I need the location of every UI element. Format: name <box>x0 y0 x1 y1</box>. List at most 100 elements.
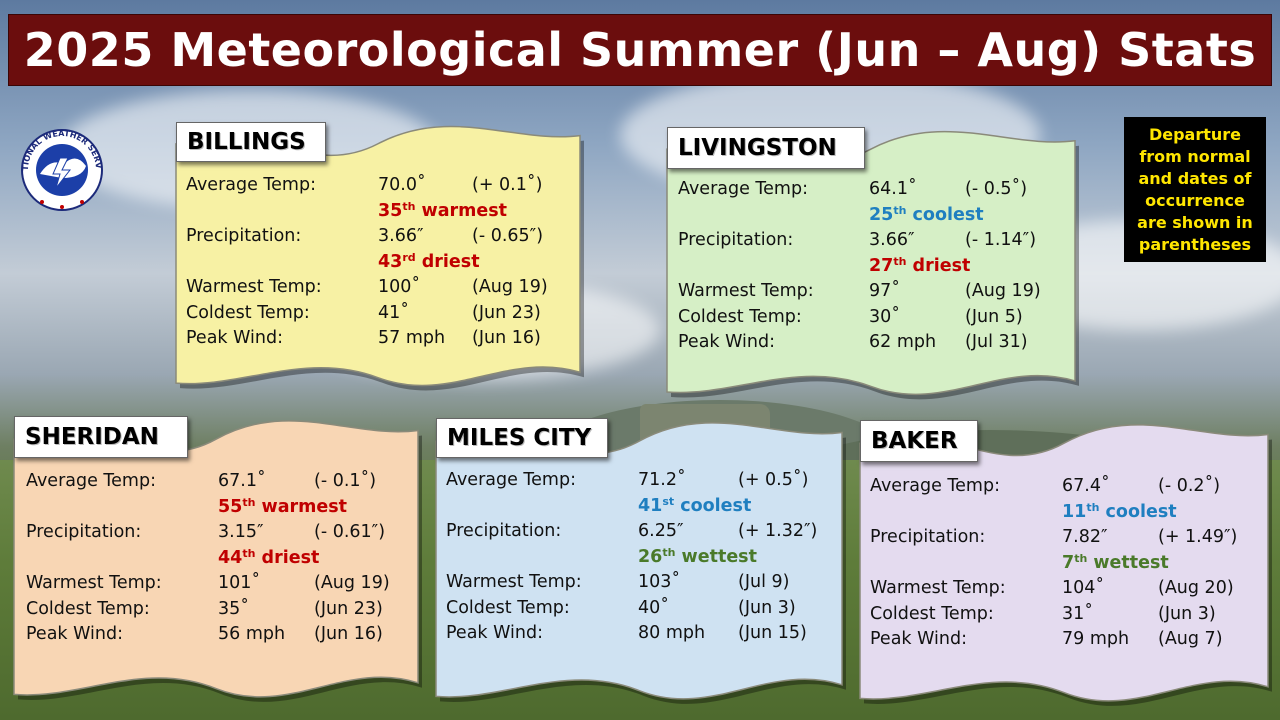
wind-row: Peak Wind: 57 mph (Jun 16) <box>176 328 580 354</box>
card-background <box>859 424 1272 706</box>
wind-label: Peak Wind: <box>446 623 543 643</box>
precip-departure: (+ 1.49″) <box>1158 527 1238 547</box>
card-background <box>175 125 584 391</box>
coldest-row: Coldest Temp: 41˚ (Jun 23) <box>176 303 580 329</box>
station-stats: Average Temp: 64.1˚ (- 0.5˚) 25th coolest Pr… <box>667 179 1075 358</box>
avg-temp-value: 67.1˚ <box>218 471 266 491</box>
avg-temp-row: Average Temp: 64.1˚ (- 0.5˚) <box>667 179 1075 205</box>
precip-value: 3.66″ <box>869 230 915 250</box>
avg-temp-rank: 55th warmest <box>218 495 348 517</box>
coldest-row: Coldest Temp: 40˚ (Jun 3) <box>436 598 842 624</box>
card-background <box>13 420 422 702</box>
avg-temp-departure: (- 0.2˚) <box>1158 476 1221 496</box>
warmest-row: Warmest Temp: 100˚ (Aug 19) <box>176 277 580 303</box>
precip-rank-row: 7th wettest <box>860 553 1268 579</box>
station-card-miles-city: Average Temp: 71.2˚ (+ 0.5˚) 41st coolest Pr… <box>435 418 846 708</box>
warmest-value: 104˚ <box>1062 578 1105 598</box>
precip-label: Precipitation: <box>186 226 302 246</box>
coldest-row: Coldest Temp: 31˚ (Jun 3) <box>860 604 1268 630</box>
precip-rank-row: 27th driest <box>667 256 1075 282</box>
warmest-label: Warmest Temp: <box>870 578 1006 598</box>
avg-temp-value: 71.2˚ <box>638 470 686 490</box>
avg-temp-value: 64.1˚ <box>869 179 917 199</box>
station-name: LIVINGSTON <box>678 135 837 161</box>
wind-row: Peak Wind: 56 mph (Jun 16) <box>14 624 418 650</box>
avg-temp-row: Average Temp: 70.0˚ (+ 0.1˚) <box>176 175 580 201</box>
avg-temp-departure: (- 0.1˚) <box>314 471 377 491</box>
precip-rank: 26th wettest <box>638 545 757 567</box>
precip-departure: (+ 1.32″) <box>738 521 818 541</box>
precip-value: 6.25″ <box>638 521 684 541</box>
station-name-tag: LIVINGSTON <box>667 127 865 169</box>
wind-date: (Jun 15) <box>738 623 807 643</box>
avg-temp-label: Average Temp: <box>870 476 1000 496</box>
avg-temp-label: Average Temp: <box>186 175 316 195</box>
avg-temp-departure: (- 0.5˚) <box>965 179 1028 199</box>
station-card-livingston: Average Temp: 64.1˚ (- 0.5˚) 25th coolest Pr… <box>666 127 1079 403</box>
precip-value: 3.15″ <box>218 522 264 542</box>
coldest-value: 41˚ <box>378 302 410 323</box>
coldest-date: (Jun 5) <box>965 306 1023 327</box>
avg-temp-rank: 41st coolest <box>638 494 752 516</box>
avg-temp-row: Average Temp: 67.1˚ (- 0.1˚) <box>14 471 418 497</box>
avg-temp-rank: 25th coolest <box>869 203 984 225</box>
warmest-row: Warmest Temp: 104˚ (Aug 20) <box>860 578 1268 604</box>
station-card-sheridan: Average Temp: 67.1˚ (- 0.1˚) 55th warmest Pr… <box>13 416 422 706</box>
precip-label: Precipitation: <box>446 521 562 541</box>
warmest-label: Warmest Temp: <box>678 281 814 301</box>
coldest-date: (Jun 23) <box>472 302 541 323</box>
wind-value: 79 mph <box>1062 629 1130 649</box>
avg-temp-departure: (+ 0.1˚) <box>472 175 543 195</box>
avg-temp-rank-row: 25th coolest <box>667 205 1075 231</box>
title-banner: 2025 Meteorological Summer (Jun – Aug) S… <box>8 14 1272 86</box>
avg-temp-rank-row: 11th coolest <box>860 502 1268 528</box>
avg-temp-value: 70.0˚ <box>378 175 426 195</box>
coldest-row: Coldest Temp: 30˚ (Jun 5) <box>667 307 1075 333</box>
avg-temp-rank: 35th warmest <box>378 199 508 221</box>
avg-temp-value: 67.4˚ <box>1062 476 1110 496</box>
station-card-baker: Average Temp: 67.4˚ (- 0.2˚) 11th coolest Pr… <box>859 420 1272 710</box>
legend-note: Departure from normal and dates of occur… <box>1124 117 1266 262</box>
wind-label: Peak Wind: <box>870 629 967 649</box>
warmest-value: 97˚ <box>869 281 901 301</box>
station-name-tag: SHERIDAN <box>14 416 188 458</box>
station-stats: Average Temp: 71.2˚ (+ 0.5˚) 41st coolest Pr… <box>436 470 842 649</box>
warmest-value: 103˚ <box>638 572 681 592</box>
precip-value: 7.82″ <box>1062 527 1108 547</box>
warmest-label: Warmest Temp: <box>186 277 322 297</box>
precip-departure: (- 1.14″) <box>965 230 1037 250</box>
station-name: SHERIDAN <box>25 424 159 450</box>
avg-temp-rank-row: 41st coolest <box>436 496 842 522</box>
coldest-label: Coldest Temp: <box>26 598 150 619</box>
warmest-label: Warmest Temp: <box>26 573 162 593</box>
station-name: BILLINGS <box>187 129 306 155</box>
precip-rank: 7th wettest <box>1062 551 1169 573</box>
wind-date: (Jun 16) <box>472 328 541 348</box>
coldest-value: 40˚ <box>638 597 670 618</box>
precip-row: Precipitation: 3.15″ (- 0.61″) <box>14 522 418 548</box>
warmest-date: (Aug 19) <box>314 573 390 593</box>
station-name-tag: BAKER <box>860 420 978 462</box>
avg-temp-departure: (+ 0.5˚) <box>738 470 809 490</box>
precip-rank: 43rd driest <box>378 250 480 272</box>
wind-row: Peak Wind: 80 mph (Jun 15) <box>436 623 842 649</box>
warmest-date: (Aug 19) <box>965 281 1041 301</box>
warmest-row: Warmest Temp: 101˚ (Aug 19) <box>14 573 418 599</box>
warmest-row: Warmest Temp: 103˚ (Jul 9) <box>436 572 842 598</box>
coldest-value: 30˚ <box>869 306 901 327</box>
legend-note-text: Departure from normal and dates of occur… <box>1137 124 1253 254</box>
wind-value: 56 mph <box>218 624 286 644</box>
wind-value: 57 mph <box>378 328 446 348</box>
precip-departure: (- 0.65″) <box>472 226 544 246</box>
precip-label: Precipitation: <box>870 527 986 547</box>
station-name-tag: BILLINGS <box>176 122 326 162</box>
avg-temp-label: Average Temp: <box>446 470 576 490</box>
avg-temp-label: Average Temp: <box>26 471 156 491</box>
coldest-row: Coldest Temp: 35˚ (Jun 23) <box>14 599 418 625</box>
wind-value: 80 mph <box>638 623 706 643</box>
wind-value: 62 mph <box>869 332 937 352</box>
coldest-value: 31˚ <box>1062 603 1094 624</box>
precip-rank-row: 44th driest <box>14 548 418 574</box>
precip-rank: 44th driest <box>218 546 320 568</box>
warmest-value: 100˚ <box>378 277 421 297</box>
